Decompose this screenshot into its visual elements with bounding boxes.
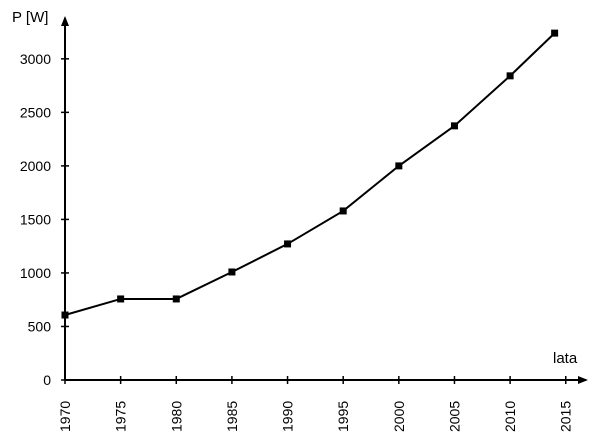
marker <box>551 30 558 37</box>
x-tick-label: 2015 <box>558 401 574 432</box>
marker <box>284 240 291 247</box>
marker <box>451 122 458 129</box>
x-axis-label: lata <box>553 350 578 367</box>
marker <box>117 295 124 302</box>
y-tick-label: 1000 <box>20 265 51 281</box>
y-axis-arrow <box>61 16 69 26</box>
x-tick-label: 1990 <box>280 401 296 432</box>
y-axis-label: P [W] <box>12 9 48 26</box>
x-tick-label: 2000 <box>391 401 407 432</box>
y-tick-label: 500 <box>28 318 52 334</box>
y-tick-label: 1500 <box>20 211 51 227</box>
marker <box>228 268 235 275</box>
line <box>65 33 555 315</box>
x-tick-label: 1980 <box>168 401 184 432</box>
marker <box>62 312 69 319</box>
chart: P [W] lata 0 500 1000 1500 2000 2500 3000 1970 1… <box>0 0 591 436</box>
x-tick-label: 1985 <box>224 401 240 432</box>
marker <box>395 162 402 169</box>
x-tick-label: 1970 <box>57 401 73 432</box>
marker <box>507 72 514 79</box>
marker <box>173 295 180 302</box>
x-tick-label: 1975 <box>113 401 129 432</box>
x-tick-label: 1995 <box>335 401 351 432</box>
y-tick-label: 2000 <box>20 158 51 174</box>
y-tick-label: 3000 <box>20 51 51 67</box>
y-tick-label: 2500 <box>20 104 51 120</box>
y-tick-label: 0 <box>43 372 51 388</box>
marker <box>340 207 347 214</box>
x-tick-label: 2010 <box>502 401 518 432</box>
x-axis-arrow <box>578 376 588 384</box>
x-tick-label: 2005 <box>446 401 462 432</box>
